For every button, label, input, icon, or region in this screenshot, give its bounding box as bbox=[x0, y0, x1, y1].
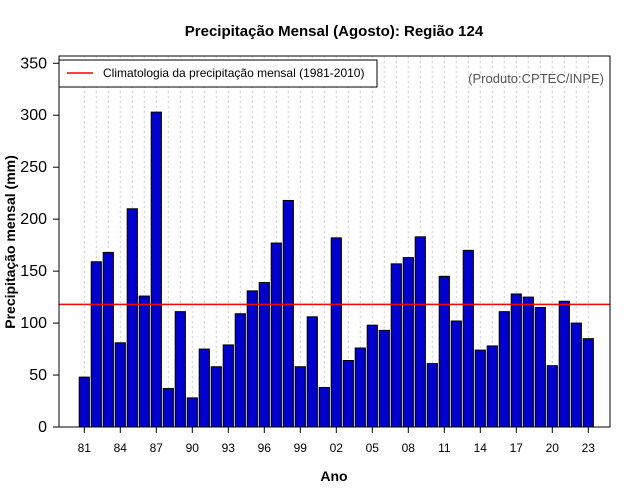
y-axis-label: Precipitação mensal (mm) bbox=[2, 155, 18, 329]
bar-1992 bbox=[210, 366, 222, 428]
x-tick-label: 81 bbox=[78, 441, 92, 455]
y-tick-label: 50 bbox=[29, 367, 47, 384]
bar-2021 bbox=[558, 300, 570, 428]
bar-1995 bbox=[246, 290, 258, 428]
x-tick-label: 84 bbox=[114, 441, 128, 455]
x-axis: 81 84 87 90 93 96 99 02 05 08 11 14 17 20 23 bbox=[78, 427, 596, 455]
legend-label: Climatologia da precipitação mensal (198… bbox=[103, 66, 364, 80]
bars bbox=[78, 111, 594, 428]
bar-1983 bbox=[102, 251, 114, 428]
x-tick-label: 20 bbox=[546, 441, 560, 455]
y-tick-label: 350 bbox=[20, 55, 47, 72]
x-tick-label: 23 bbox=[582, 441, 596, 455]
bar-2012 bbox=[450, 320, 462, 428]
bar-2003 bbox=[342, 359, 354, 428]
chart-title: Precipitação Mensal (Agosto): Região 124 bbox=[185, 23, 484, 40]
x-tick-label: 02 bbox=[330, 441, 344, 455]
x-tick-label: 87 bbox=[150, 441, 164, 455]
x-tick-label: 11 bbox=[438, 441, 451, 455]
bar-2013 bbox=[462, 249, 474, 428]
bar-2023 bbox=[582, 338, 594, 428]
bar-1981 bbox=[78, 376, 90, 428]
x-tick-label: 99 bbox=[294, 441, 308, 455]
bar-2011 bbox=[438, 275, 450, 428]
bar-2017 bbox=[510, 293, 522, 428]
x-tick-label: 90 bbox=[186, 441, 200, 455]
bar-2005 bbox=[366, 324, 378, 428]
x-tick-label: 93 bbox=[222, 441, 236, 455]
bar-1985 bbox=[126, 208, 138, 428]
y-tick-label: 200 bbox=[20, 211, 47, 228]
bar-1993 bbox=[222, 344, 234, 428]
y-tick-label: 0 bbox=[38, 419, 47, 436]
bar-2019 bbox=[534, 306, 546, 428]
bar-2006 bbox=[378, 329, 390, 428]
bar-2014 bbox=[474, 349, 486, 428]
y-axis: 0 50 100 150 200 250 300 350 bbox=[20, 55, 59, 436]
bar-2010 bbox=[426, 363, 438, 428]
y-tick-label: 300 bbox=[20, 107, 47, 124]
bar-2001 bbox=[318, 387, 330, 428]
bar-2016 bbox=[498, 311, 510, 428]
bar-2004 bbox=[354, 347, 366, 428]
bar-2015 bbox=[486, 345, 498, 428]
x-tick-label: 05 bbox=[366, 441, 380, 455]
bar-2022 bbox=[570, 322, 582, 428]
legend-box bbox=[58, 59, 378, 88]
bar-1986 bbox=[138, 295, 150, 428]
bar-1984 bbox=[114, 342, 126, 428]
x-tick-label: 96 bbox=[258, 441, 272, 455]
plot-frame bbox=[58, 55, 611, 428]
bar-2009 bbox=[414, 236, 426, 428]
bar-1998 bbox=[282, 199, 294, 428]
bar-1988 bbox=[162, 388, 174, 428]
y-tick-label: 150 bbox=[20, 263, 47, 280]
bar-2018 bbox=[522, 296, 534, 428]
bar-1989 bbox=[174, 311, 186, 428]
x-tick-label: 17 bbox=[510, 441, 524, 455]
grid-lines bbox=[83, 56, 589, 427]
y-tick-label: 100 bbox=[20, 315, 47, 332]
y-tick-label: 250 bbox=[20, 159, 47, 176]
x-axis-label: Ano bbox=[320, 468, 347, 484]
bar-1994 bbox=[234, 313, 246, 428]
bar-1999 bbox=[294, 366, 306, 428]
bar-1987 bbox=[150, 111, 162, 428]
legend: Climatologia da precipitação mensal (198… bbox=[58, 59, 378, 88]
bar-1997 bbox=[270, 242, 282, 428]
bar-1990 bbox=[186, 397, 198, 428]
bar-2020 bbox=[546, 365, 558, 428]
bar-2000 bbox=[306, 316, 318, 428]
credit-text: (Produto:CPTEC/INPE) bbox=[468, 71, 604, 86]
bar-2008 bbox=[402, 257, 414, 428]
x-tick-label: 08 bbox=[402, 441, 416, 455]
bar-1991 bbox=[198, 348, 210, 428]
bar-2007 bbox=[390, 263, 402, 428]
x-tick-label: 14 bbox=[474, 441, 488, 455]
bar-1982 bbox=[90, 261, 102, 428]
bar-2002 bbox=[330, 237, 342, 428]
